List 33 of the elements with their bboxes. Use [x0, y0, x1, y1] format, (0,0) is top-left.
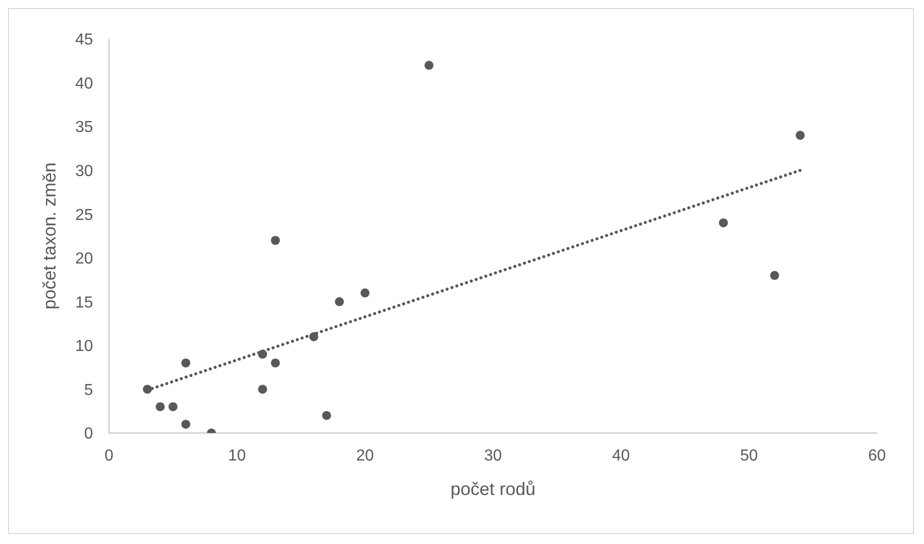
point	[258, 384, 268, 394]
x-tick-label: 60	[868, 447, 886, 464]
point	[322, 410, 332, 420]
point	[270, 358, 280, 368]
y-axis-title: počet taxon. změn	[39, 162, 60, 310]
y-tick-label: 0	[84, 426, 94, 443]
x-tick-label: 30	[484, 447, 502, 464]
x-tick-label: 50	[740, 447, 758, 464]
x-tick-label: 20	[356, 447, 374, 464]
y-tick-label: 20	[75, 250, 94, 268]
point	[770, 270, 780, 280]
point	[168, 402, 178, 412]
point	[796, 130, 805, 140]
y-tick-label: 5	[84, 382, 94, 399]
y-tick-label: 35	[75, 119, 94, 136]
y-tick-label: 45	[75, 32, 94, 49]
point	[718, 218, 728, 228]
x-axis-title: počet rodů	[450, 479, 536, 499]
point	[424, 60, 434, 70]
point	[334, 297, 344, 306]
point	[156, 402, 165, 412]
x-tick-label: 40	[612, 447, 630, 464]
y-tick-label: 25	[75, 206, 94, 224]
y-tick-label: 15	[75, 294, 94, 312]
x-tick-label: 0	[104, 447, 114, 464]
y-tick-label: 30	[75, 163, 94, 180]
y-tick-label: 40	[75, 75, 94, 92]
point	[181, 358, 190, 368]
y-tick-label: 10	[75, 338, 94, 356]
point	[181, 420, 190, 429]
point	[360, 288, 370, 298]
point	[270, 236, 280, 245]
x-tick-label: 10	[228, 447, 246, 464]
